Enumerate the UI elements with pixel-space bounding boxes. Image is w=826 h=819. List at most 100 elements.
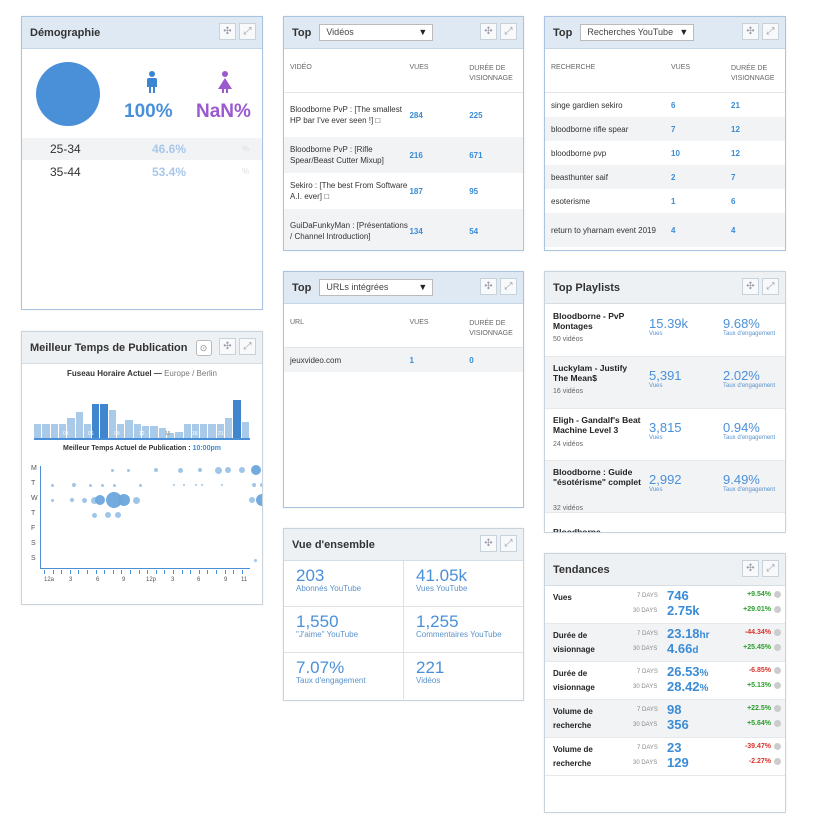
table-row[interactable]: Bloodborne PvP : [The smallest HP bar I'… <box>284 93 523 137</box>
panel-title: Top <box>292 281 312 294</box>
content-type-select[interactable]: Recherches YouTube ▼ <box>580 24 695 41</box>
expand-icon[interactable]: ⤢ <box>762 560 779 577</box>
info-icon[interactable] <box>774 667 781 674</box>
hist-bar <box>150 426 158 438</box>
views-value: 1 <box>671 196 676 206</box>
row-name[interactable]: bloodborne rifle spear <box>551 124 629 134</box>
info-icon[interactable] <box>774 758 781 765</box>
playlist-name[interactable]: Eligh - Gandalf's Beat Machine Level 3 <box>553 415 641 435</box>
row-name[interactable]: Bloodborne PvP : [Rifle Spear/Beast Cutt… <box>290 145 384 165</box>
expand-icon[interactable]: ⤢ <box>500 278 517 295</box>
info-icon[interactable] <box>774 682 781 689</box>
move-icon[interactable]: ✣ <box>219 23 236 40</box>
move-icon[interactable]: ✣ <box>742 560 759 577</box>
expand-icon[interactable]: ⤢ <box>500 23 517 40</box>
table-row[interactable]: Sekiro : [The best From Software A.I. ev… <box>284 173 523 209</box>
move-icon[interactable]: ✣ <box>480 278 497 295</box>
content-type-select[interactable]: URLs intégrées ▼ <box>319 279 434 296</box>
expand-icon[interactable]: ⤢ <box>239 23 256 40</box>
playlist-views: 5,391 <box>649 368 682 383</box>
trend-value-30d: 4.66d <box>667 641 698 656</box>
move-icon[interactable]: ✣ <box>219 338 236 355</box>
info-icon[interactable] <box>774 591 781 598</box>
playlist-name[interactable]: Bloodborne - <box>553 527 606 533</box>
overview-cell: 41.05k Vues YouTube <box>404 561 523 607</box>
panel-title: Vue d'ensemble <box>292 538 375 551</box>
table-row[interactable]: jeuxvideo.com 1 0 <box>284 348 523 372</box>
row-name[interactable]: GuiDaFunkyMan : [Présentations / Channel… <box>290 221 408 241</box>
expand-icon[interactable]: ⤢ <box>500 535 517 552</box>
move-icon[interactable]: ✣ <box>742 278 759 295</box>
trend-value-7d: 746 <box>667 588 689 603</box>
row-name[interactable]: Bloodborne PvP : [The smallest HP bar I'… <box>290 105 402 125</box>
table-row[interactable]: beasthunter saif 2 7 <box>545 165 785 189</box>
expand-icon[interactable]: ⤢ <box>239 338 256 355</box>
table-row[interactable]: return to yharnam event 2019 4 4 <box>545 213 785 247</box>
top-urls-panel: Top URLs intégrées ▼ ✣ ⤢ URL VUES DURÉE DE… <box>283 271 524 508</box>
playlist-name[interactable]: Bloodborne - PvP Montages <box>553 311 625 331</box>
hist-bar <box>158 428 166 438</box>
info-icon[interactable] <box>774 606 781 613</box>
heat-bubble <box>239 467 245 473</box>
move-icon[interactable]: ✣ <box>480 23 497 40</box>
info-icon[interactable] <box>774 720 781 727</box>
hour-label: 6 <box>197 577 201 583</box>
row-name[interactable]: return to yharnam event 2019 <box>551 225 656 235</box>
period-label: 7 DAYS <box>637 669 658 675</box>
playlist-engagement-label: Taux d'engagement <box>723 435 776 441</box>
playlist-name[interactable]: Luckylam - Justify The Mean$ <box>553 363 628 383</box>
expand-icon[interactable]: ⤢ <box>762 278 779 295</box>
table-row[interactable]: esoterisme 1 6 <box>545 189 785 213</box>
top-playlists-panel: Top Playlists ✣ ⤢ Bloodborne - PvP Montag… <box>544 271 786 533</box>
move-icon[interactable]: ✣ <box>480 535 497 552</box>
overview-value: 1,255 <box>416 612 459 631</box>
hour-tick <box>216 570 217 574</box>
table-row[interactable]: GuiDaFunkyMan : [Présentations / Channel… <box>284 209 523 250</box>
table-row[interactable]: Bloodborne PvP : [Rifle Spear/Beast Cutt… <box>284 137 523 173</box>
info-icon[interactable] <box>774 743 781 750</box>
row-name[interactable]: esoterisme <box>551 196 591 206</box>
move-icon[interactable]: ✣ <box>742 23 759 40</box>
expand-icon[interactable]: ⤢ <box>762 23 779 40</box>
value: 26.53 <box>667 664 700 679</box>
playlist-name[interactable]: Bloodborne : Guide "ésotérisme" complet <box>553 467 641 487</box>
hour-label: 3 <box>69 577 73 583</box>
trend-name: Volume de recherche <box>553 707 593 730</box>
row-name[interactable]: beasthunter saif <box>551 172 608 182</box>
table-row[interactable]: bloodborne rifle spear 7 12 <box>545 117 785 141</box>
row-name[interactable]: bloodborne pvp <box>551 148 607 158</box>
playlist-views: 15.39k <box>649 316 689 331</box>
playlist-row[interactable]: Luckylam - Justify The Mean$ 16 vidéos 5,3… <box>545 357 785 409</box>
value: 4.66 <box>667 641 693 656</box>
table-row[interactable]: bloodborne pvp 10 12 <box>545 141 785 165</box>
best-time-value: 10:00pm <box>192 445 221 452</box>
hour-tick <box>147 570 149 574</box>
table-row[interactable]: singe gardien sekiro 6 21 <box>545 93 785 117</box>
duration-value: 671 <box>469 150 483 160</box>
content-type-select[interactable]: Vidéos ▼ <box>319 24 434 41</box>
playlist-row[interactable]: Eligh - Gandalf's Beat Machine Level 3 24… <box>545 409 785 461</box>
day-label: S <box>31 540 36 547</box>
overview-value: 221 <box>416 658 445 677</box>
duration-value: 95 <box>469 186 479 196</box>
hour-tick <box>112 570 114 574</box>
heat-bubble <box>91 512 97 518</box>
info-icon[interactable] <box>774 705 781 712</box>
info-icon[interactable] <box>774 629 781 636</box>
trend-value-30d: 356 <box>667 717 689 732</box>
heat-bubble <box>138 483 142 487</box>
playlist-row[interactable]: Bloodborne : Guide "ésotérisme" complet 3… <box>545 461 785 513</box>
hour-tick <box>87 570 88 574</box>
table-header: URL VUES DURÉE DE VISIONNAGE <box>284 304 523 348</box>
duration-value: 6 <box>731 196 736 206</box>
playlist-row[interactable]: Bloodborne - PvP Montages 50 vidéos 15.39k… <box>545 305 785 357</box>
row-name[interactable]: singe gardien sekiro <box>551 100 623 110</box>
views-value: 4 <box>671 225 676 235</box>
playlist-views-label: Vues <box>649 487 663 493</box>
trend-row: Volume de recherche 7 DAYS 30 DAYS 98 356 +22… <box>545 700 785 738</box>
clock-icon[interactable]: ⊙ <box>195 339 212 356</box>
row-name[interactable]: Sekiro : [The best From Software A.I. ev… <box>290 181 408 201</box>
hist-bar <box>50 424 58 438</box>
info-icon[interactable] <box>774 644 781 651</box>
overview-label: Commentaires YouTube <box>416 630 502 639</box>
